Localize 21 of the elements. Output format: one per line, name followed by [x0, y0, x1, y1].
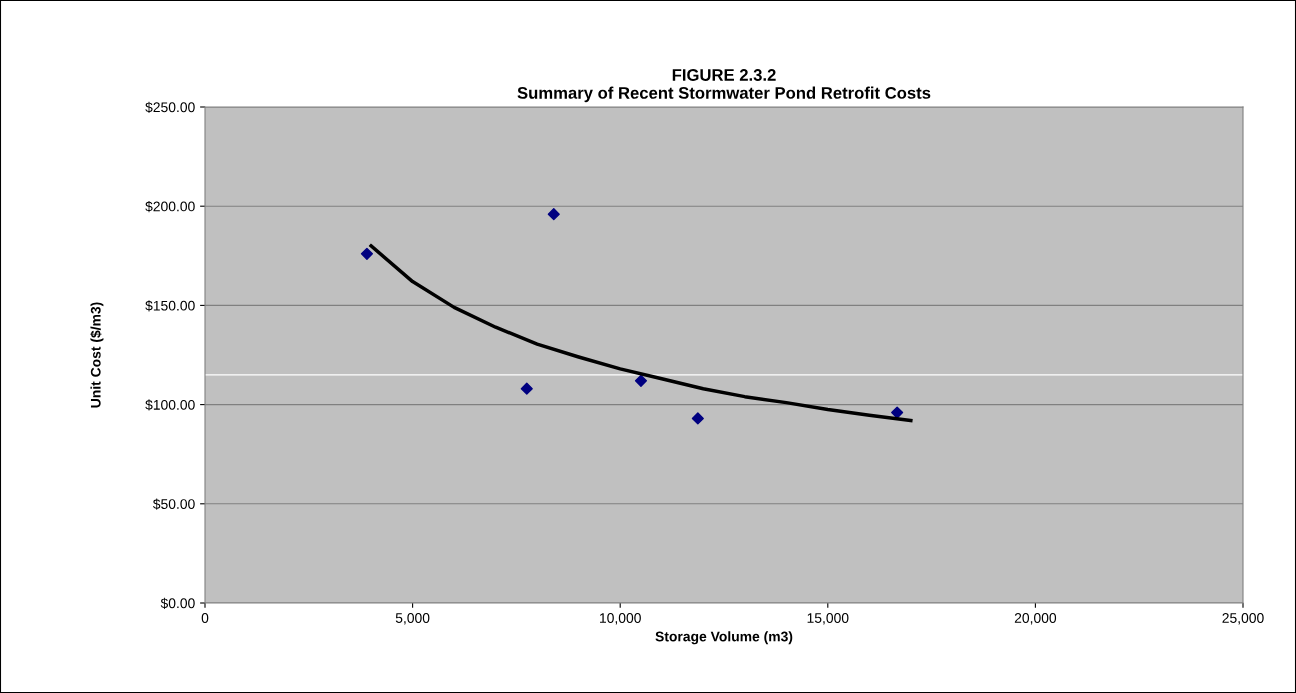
point: [691, 412, 704, 425]
point: [547, 208, 560, 221]
y-tick-label: $200.00: [145, 200, 195, 213]
y-tick-label: $250.00: [145, 101, 195, 113]
y-axis-title: Unit Cost ($/m3): [90, 302, 104, 408]
x-tick-label: 25,000: [1222, 613, 1264, 625]
x-tick-label: 5,000: [395, 613, 430, 625]
point: [520, 382, 533, 395]
x-tick-label: 0: [201, 613, 209, 623]
x-tick-label: 10,000: [600, 613, 641, 625]
chart-title: FIGURE 2.3.2 Summary of Recent Stormwater Pond Retrofit Costs: [517, 69, 931, 103]
y-tick-label: $50.00: [152, 498, 195, 510]
x-axis-title: Storage Volume (m3): [655, 631, 793, 645]
point: [634, 374, 648, 387]
x-tick-label: 15,000: [807, 613, 849, 625]
y-tick-label: $100.00: [145, 399, 195, 411]
point: [360, 247, 374, 260]
y-tick-label: $150.00: [145, 300, 195, 312]
x-tick-label: 20,000: [1014, 613, 1057, 625]
point: [891, 406, 904, 419]
y-tick-label: $0.00: [160, 597, 195, 609]
